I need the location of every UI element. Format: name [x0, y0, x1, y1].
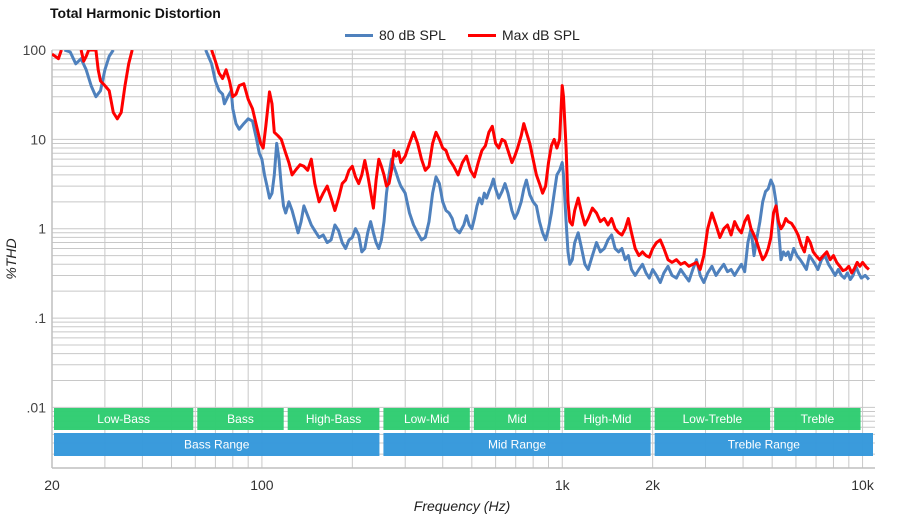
band-bass — [197, 408, 284, 430]
series-line-80db-spl — [63, 50, 115, 99]
y-tick-label: .01 — [27, 399, 47, 415]
series-line-max-db-spl — [210, 50, 870, 275]
band-low-treble — [654, 408, 771, 430]
series-line-80db-spl — [204, 50, 871, 284]
legend-item-max-db[interactable]: Max dB SPL — [468, 27, 580, 43]
band-mid-range — [383, 433, 651, 456]
x-tick-label: 2k — [645, 477, 661, 493]
band-high-mid — [564, 408, 651, 430]
band-treble — [774, 408, 861, 430]
band-label: Low-Bass — [97, 412, 150, 426]
band-mid — [473, 408, 561, 430]
y-tick-label: 10 — [30, 131, 46, 147]
y-tick-label: 100 — [23, 42, 47, 58]
band-high-bass — [287, 408, 380, 430]
x-tick-label: 20 — [44, 477, 60, 493]
legend: 80 dB SPL Max dB SPL — [0, 27, 900, 45]
band-label: Treble Range — [728, 438, 801, 452]
x-axis-label: Frequency (Hz) — [414, 498, 510, 514]
band-label: Bass — [227, 412, 254, 426]
band-low-bass — [54, 408, 194, 430]
legend-label-max-db: Max dB SPL — [502, 27, 580, 43]
x-tick-label: 10k — [851, 477, 875, 493]
band-treble-range — [654, 433, 873, 456]
series-line-max-db-spl — [79, 50, 134, 121]
band-bass-range — [54, 433, 380, 456]
band-label: Bass Range — [184, 438, 250, 452]
frequency-bands: Low-Bass Bass High-Bass Low-Mid Mid High-Mid L… — [54, 408, 873, 456]
y-axis-label: %THD — [3, 238, 19, 279]
band-label: Treble — [801, 412, 835, 426]
band-label: High-Bass — [306, 412, 361, 426]
chart-title: Total Harmonic Distortion — [50, 5, 221, 21]
legend-label-80db: 80 dB SPL — [379, 27, 446, 43]
series-line-max-db-spl — [52, 50, 63, 61]
band-label: Low-Treble — [683, 412, 743, 426]
band-label: Mid Range — [488, 438, 546, 452]
band-label: Mid — [507, 412, 526, 426]
band-low-mid — [383, 408, 470, 430]
band-label: High-Mid — [583, 412, 631, 426]
axes: 100 10 1 .1 .01 20 100 1k 2k 10k — [23, 42, 875, 493]
y-tick-label: 1 — [38, 221, 46, 237]
legend-swatch-80db — [345, 33, 373, 37]
series-lines — [52, 50, 871, 284]
band-label: Low-Mid — [404, 412, 449, 426]
grid — [51, 49, 875, 469]
legend-item-80db[interactable]: 80 dB SPL — [345, 27, 446, 43]
x-tick-label: 1k — [555, 477, 571, 493]
legend-swatch-max-db — [468, 33, 496, 37]
x-tick-label: 100 — [250, 477, 274, 493]
y-tick-label: .1 — [34, 310, 46, 326]
